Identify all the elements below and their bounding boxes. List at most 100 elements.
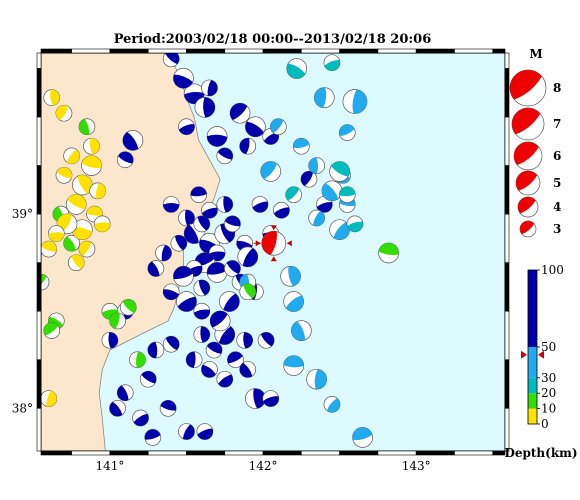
depth-tick-label: 30 [541, 371, 556, 385]
earthquake-beachball [43, 322, 61, 339]
earthquake-beachball [55, 166, 73, 184]
earthquake-beachball [239, 361, 257, 378]
magnitude-legend-ball [513, 141, 543, 171]
earthquake-beachball [101, 331, 119, 349]
earthquake-beachball [216, 147, 234, 165]
earthquake-beachball [170, 234, 188, 252]
earthquake-beachball [329, 219, 350, 241]
earthquake-beachball [43, 89, 61, 107]
magnitude-legend-label: 8 [553, 81, 561, 95]
land-area [41, 53, 221, 451]
depth-color-band [528, 393, 537, 409]
earthquake-beachball [201, 361, 218, 378]
depth-tick-label: 0 [541, 417, 549, 431]
magnitude-legend-label: 3 [553, 222, 561, 236]
depth-marker-left [521, 350, 527, 359]
earthquake-beachball [245, 116, 266, 138]
earthquake-beachball [313, 87, 335, 109]
earthquake-beachball [224, 260, 241, 277]
earthquake-beachball [219, 291, 240, 312]
earthquake-beachball [162, 53, 180, 68]
earthquake-beachball [173, 67, 194, 89]
depth-tick-label: 10 [541, 402, 556, 416]
earthquake-beachball [257, 331, 275, 349]
latitude-tick-label: 39° [12, 207, 33, 221]
earthquake-beachball [176, 291, 197, 312]
earthquake-beachball [194, 97, 216, 118]
longitude-tick-label: 142° [249, 459, 278, 473]
depth-marker-right [538, 350, 544, 359]
depth-color-band [528, 347, 537, 378]
earthquake-beachball [216, 370, 234, 388]
magnitude-legend: M 8 7 6 5 4 3 [509, 47, 561, 238]
earthquake-beachball [352, 427, 373, 448]
magnitude-legend-title: M [529, 47, 542, 61]
earthquake-beachball [315, 196, 333, 213]
earthquake-beachball [41, 240, 58, 258]
earthquake-beachball [292, 137, 310, 155]
earthquake-beachball [129, 351, 146, 369]
earthquake-beachball [89, 182, 107, 200]
earthquake-beachball [178, 118, 195, 136]
earthquake-beachball [338, 124, 356, 141]
earthquake-beachball [162, 335, 180, 353]
earthquake-beachball [162, 196, 180, 213]
earthquake-beachball [342, 89, 368, 114]
earthquake-beachball [346, 215, 364, 233]
earthquake-beachball [63, 147, 80, 165]
earthquake-beachball [173, 265, 194, 287]
earthquake-beachball [237, 246, 259, 268]
earthquake-beachball [67, 254, 85, 272]
earthquake-beachball [338, 186, 356, 204]
earthquake-beachball [122, 130, 144, 151]
earthquake-beachball [109, 399, 126, 417]
earthquake-beachball [227, 351, 244, 369]
depth-color-band [528, 270, 537, 347]
earthquake-beachball [323, 54, 341, 72]
earthquake-beachball [321, 180, 343, 202]
earthquake-beachball [63, 234, 80, 252]
earthquake-beachball [116, 384, 134, 402]
earthquake-beachball [239, 283, 257, 301]
earthquake-beachball [193, 302, 211, 320]
earthquake-beachball [283, 355, 305, 376]
earthquake-beachball [155, 244, 172, 262]
earthquake-beachball [308, 209, 325, 227]
map-frame [36, 48, 510, 456]
period-title: Period:2003/02/18 00:00--2013/02/18 20:0… [113, 32, 432, 47]
earthquake-beachball [196, 423, 214, 440]
earthquake-beachball [329, 161, 350, 182]
earthquake-beachball [201, 201, 218, 219]
earthquake-beachball [55, 104, 73, 122]
earthquake-beachball [159, 399, 177, 417]
earthquake-beachball [285, 186, 303, 204]
magnitude-legend-ball [515, 170, 541, 196]
earthquake-beachball [41, 390, 58, 407]
earthquake-beachball [193, 326, 211, 343]
magnitude-legend-ball [511, 107, 545, 141]
earthquake-beachball [300, 170, 318, 188]
earthquake-beachball [261, 230, 287, 256]
earthquake-beachball [81, 155, 102, 176]
earthquake-beachball [216, 196, 234, 213]
depth-tick-label: 20 [541, 386, 556, 400]
earthquake-beachball [41, 273, 50, 291]
earthquake-beachball [93, 215, 111, 233]
earthquake-beachball [236, 331, 254, 349]
earthquake-beachball [206, 262, 228, 283]
earthquake-beachball [206, 126, 228, 147]
earthquake-beachball [273, 201, 290, 219]
magnitude-legend-ball [517, 196, 539, 218]
earthquake-beachball [205, 341, 223, 359]
earthquake-beachball [132, 409, 149, 427]
earthquake-beachball [224, 215, 241, 233]
earthquake-beachball [270, 118, 287, 136]
map-panel: 141° 142° 143° 39° 38° [12, 48, 510, 473]
earthquake-beachball [144, 429, 162, 446]
latitude-tick-label: 38° [12, 401, 33, 415]
depth-tick-label: 50 [541, 340, 556, 354]
earthquake-beachball [201, 79, 218, 97]
depth-tick-label: 100 [541, 263, 564, 277]
